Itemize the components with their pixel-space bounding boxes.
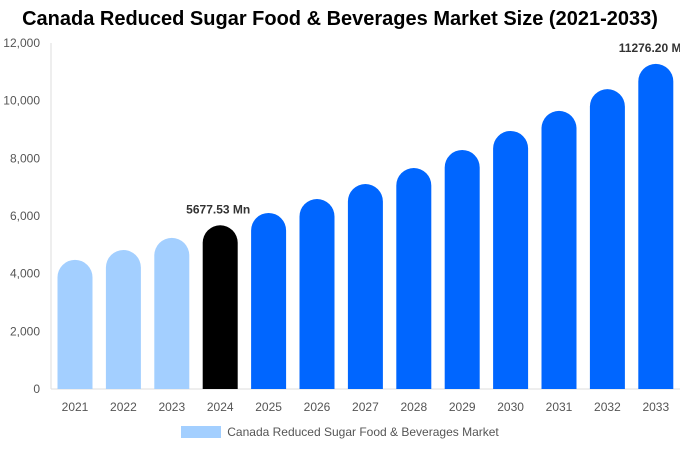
- bar-2028: [396, 167, 432, 389]
- x-tick-label: 2021: [62, 400, 89, 414]
- bar-2027: [347, 183, 383, 389]
- bar-2026: [299, 198, 335, 389]
- y-tick-label: 8,000: [10, 151, 40, 165]
- bar-2029: [444, 149, 480, 389]
- x-tick-label: 2022: [110, 400, 137, 414]
- bar-2024: [202, 225, 238, 389]
- y-tick-label: 10,000: [3, 94, 40, 108]
- y-tick-label: 6,000: [10, 209, 40, 223]
- bar-2025: [251, 212, 287, 389]
- y-tick-label: 0: [33, 382, 40, 396]
- bar-chart: 0 2,000 4,000 6,000 8,000 10,000 12,000 2021 202…: [3, 36, 680, 414]
- bar-2023: [154, 237, 190, 389]
- bar-2021: [57, 259, 93, 389]
- data-label-2024: 5677.53 Mn: [186, 202, 250, 216]
- bar-2031: [541, 110, 577, 389]
- x-tick-label: 2032: [594, 400, 621, 414]
- x-tick-label: 2026: [304, 400, 331, 414]
- data-label-2033: 11276.20 Mn: [619, 41, 680, 55]
- x-tick-label: 2031: [546, 400, 573, 414]
- legend-swatch: [181, 426, 222, 438]
- x-tick-label: 2024: [207, 400, 234, 414]
- bar-2033: [638, 63, 674, 389]
- bar-2022: [105, 250, 141, 389]
- x-tick-label: 2033: [642, 400, 669, 414]
- x-tick-label: 2025: [255, 400, 282, 414]
- x-tick-label: 2028: [400, 400, 427, 414]
- legend-label: Canada Reduced Sugar Food & Beverages Ma…: [227, 425, 499, 439]
- chart-title: Canada Reduced Sugar Food & Beverages Ma…: [22, 8, 658, 30]
- x-tick-label: 2023: [158, 400, 185, 414]
- x-tick-label: 2029: [449, 400, 476, 414]
- y-tick-label: 2,000: [10, 324, 40, 338]
- x-tick-label: 2030: [497, 400, 524, 414]
- legend: Canada Reduced Sugar Food & Beverages Ma…: [0, 425, 680, 439]
- bar-2030: [493, 130, 529, 390]
- y-tick-label: 12,000: [3, 36, 40, 50]
- y-tick-label: 4,000: [10, 267, 40, 281]
- x-tick-label: 2027: [352, 400, 379, 414]
- bar-2032: [589, 89, 625, 389]
